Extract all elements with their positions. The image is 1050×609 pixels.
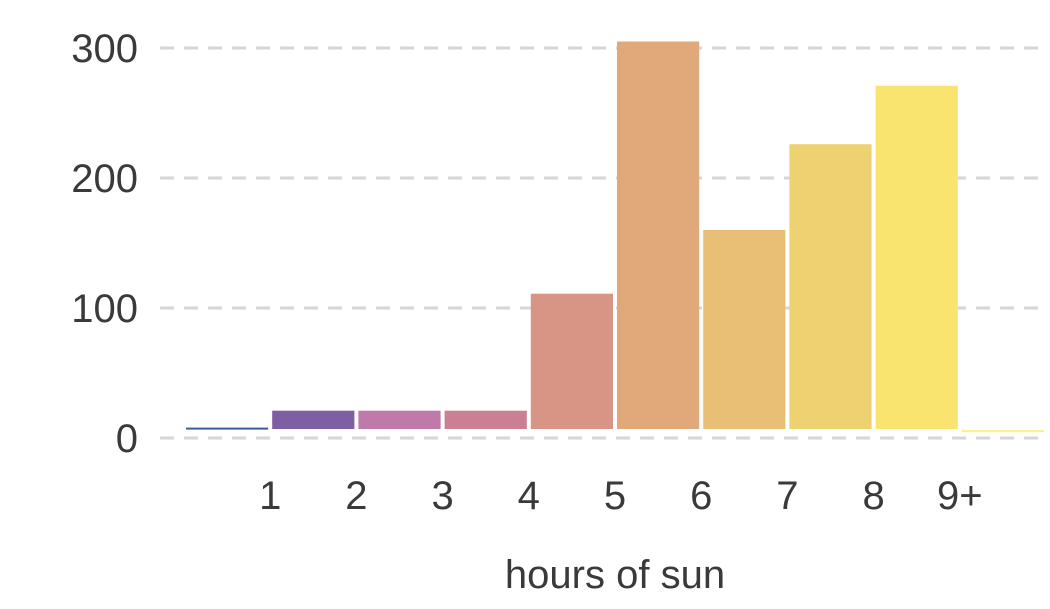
- bars: [186, 41, 1044, 433]
- bar-5: [617, 41, 700, 429]
- bar-9+: [961, 430, 1044, 433]
- y-tick-label-100: 100: [71, 287, 138, 331]
- bar-2: [358, 410, 441, 429]
- x-tick-label-7: 7: [776, 474, 798, 518]
- bar-first: [186, 427, 269, 430]
- bar-7: [789, 144, 872, 429]
- x-axis-ticks: 1 2 3 4 5 6 7 8 9+: [259, 474, 983, 518]
- x-tick-label-9+: 9+: [937, 474, 983, 518]
- x-axis-title: hours of sun: [505, 553, 725, 597]
- bar-4: [530, 293, 613, 429]
- x-tick-label-3: 3: [431, 474, 453, 518]
- x-tick-label-8: 8: [862, 474, 884, 518]
- bar-3: [444, 410, 527, 429]
- bar-8: [875, 85, 958, 429]
- y-tick-label-300: 300: [71, 27, 138, 71]
- y-tick-label-200: 200: [71, 157, 138, 201]
- bar-1: [272, 410, 355, 429]
- x-tick-label-6: 6: [690, 474, 712, 518]
- x-tick-label-1: 1: [259, 474, 281, 518]
- x-tick-label-4: 4: [518, 474, 540, 518]
- y-axis-ticks: 0 100 200 300: [71, 27, 138, 461]
- y-tick-label-0: 0: [116, 417, 138, 461]
- bar-6: [703, 230, 786, 429]
- x-tick-label-5: 5: [604, 474, 626, 518]
- x-tick-label-2: 2: [345, 474, 367, 518]
